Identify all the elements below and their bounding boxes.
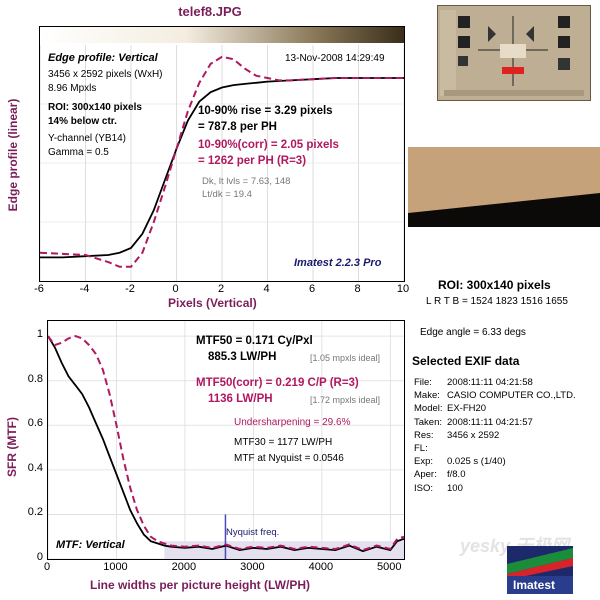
roi-position: 14% below ctr. <box>48 116 117 127</box>
exif-title: Selected EXIF data <box>412 354 520 368</box>
exif-value: CASIO COMPUTER CO.,LTD. <box>447 390 576 402</box>
exif-label: Res: <box>414 429 434 441</box>
edge-y-axis-label: Edge profile (linear) <box>6 98 20 212</box>
exif-value: 2008:11:11 04:21:58 <box>447 377 533 388</box>
gamma-info: Gamma = 0.5 <box>48 147 109 158</box>
edge-x-tick-label: -6 <box>34 283 44 295</box>
exif-label: FL: <box>414 443 428 454</box>
edge-x-tick-label: 6 <box>308 283 316 295</box>
channel-info: Y-channel (YB14) <box>48 133 127 144</box>
edge-profile-panel: Edge profile: Vertical 13-Nov-2008 14:29… <box>39 26 405 282</box>
mtf-x-axis-label: Line widths per picture height (LW/PH) <box>90 578 311 592</box>
exif-value: EX-FH20 <box>447 403 487 415</box>
rise-corr-per-ph: = 1262 per PH (R=3) <box>198 155 307 167</box>
mtf-y-tick-label: 0 <box>36 551 43 563</box>
mtf-y-tick-label: 1 <box>36 328 43 341</box>
rise-per-ph: = 787.8 per PH <box>198 121 277 133</box>
mtf-at-nyquist: MTF at Nyquist = 0.0546 <box>234 453 344 464</box>
exif-label: ISO: <box>414 482 434 494</box>
edge-x-tick-label: 10 <box>396 283 410 295</box>
dark-light-levels: Dk, lt lvls = 7.63, 148 <box>202 176 291 187</box>
edge-x-tick-label: -4 <box>79 283 90 295</box>
exif-value: 3456 x 2592 <box>447 429 500 441</box>
mtf-y-tick-label: 0.4 <box>27 461 43 474</box>
mtf-chart <box>48 321 404 559</box>
edge-angle: Edge angle = 6.33 degs <box>420 327 526 338</box>
mtf-x-tick-label: 0 <box>43 561 51 573</box>
mtf50-ideal: [1.05 mpxls ideal] <box>310 353 381 363</box>
mtf50-corr-lwph: 1136 LW/PH <box>208 393 273 405</box>
mtf-panel: MTF50 = 0.171 Cy/Pxl 885.3 LW/PH [1.05 m… <box>47 320 405 560</box>
mtf-x-tick-label: 4000 <box>308 561 334 573</box>
mtf50-lwph: 885.3 LW/PH <box>208 351 277 363</box>
edge-profile-chart <box>40 45 404 281</box>
edge-panel-heading: Edge profile: Vertical <box>48 52 158 64</box>
image-title: telef8.JPG <box>178 4 242 19</box>
exif-value: 2008:11:11 04:21:57 <box>447 416 533 428</box>
light-dark-ratio: Lt/dk = 19.4 <box>202 189 252 200</box>
mtf-y-tick-label: 0.2 <box>27 506 43 519</box>
edge-x-tick-label: 8 <box>354 283 361 295</box>
exif-label: Model: <box>414 403 443 415</box>
edge-x-tick-label: 4 <box>263 283 270 295</box>
mtf-y-tick-label: 0.8 <box>27 372 43 385</box>
mtf-y-axis-label: SFR (MTF) <box>5 417 19 477</box>
edge-x-axis-label: Pixels (Vertical) <box>168 296 257 310</box>
mtf30-value: MTF30 = 1177 LW/PH <box>234 437 333 448</box>
imatest-version: Imatest 2.2.3 Pro <box>294 257 382 269</box>
rise-corr-result: 10-90%(corr) = 2.05 pixels <box>198 139 339 151</box>
exif-label: Taken: <box>414 416 442 428</box>
mtf-corrected-line <box>48 335 404 552</box>
imatest-logo: Imatest <box>507 546 573 594</box>
exif-label: Exp: <box>414 456 434 468</box>
mtf50-corr-ideal: [1.72 mpxls ideal] <box>310 395 381 405</box>
pixel-dims: 3456 x 2592 pixels (WxH) <box>48 69 163 80</box>
edge-corrected-line <box>40 55 404 268</box>
rise-result: 10-90% rise = 3.29 pixels <box>198 105 333 117</box>
edge-x-tick-label: 2 <box>217 283 225 295</box>
roi-thumbnail <box>408 147 600 227</box>
edge-x-tick-label: -2 <box>125 283 135 295</box>
mtf-caption: MTF: Vertical <box>56 539 125 551</box>
mtf-x-tick-label: 1000 <box>103 561 128 573</box>
edge-x-tick-label: 0 <box>172 283 179 295</box>
roi-title: ROI: 300x140 pixels <box>438 278 551 292</box>
exif-label: Make: <box>414 390 440 402</box>
edge-header-band <box>40 27 404 43</box>
edge-panel-date: 13-Nov-2008 14:29:49 <box>285 53 385 64</box>
roi-coords: L R T B = 1524 1823 1516 1655 <box>426 296 568 307</box>
mtf-y-tick-label: 0.6 <box>27 417 43 430</box>
test-chart-image <box>438 6 590 100</box>
megapixels: 8.96 Mpxls <box>48 83 97 94</box>
exif-label: File: <box>414 377 432 388</box>
logo-text: Imatest <box>513 578 556 592</box>
mtf-x-tick-label: 5000 <box>377 561 402 573</box>
mtf-x-tick-label: 3000 <box>240 561 265 573</box>
mtf50-value: MTF50 = 0.171 Cy/Pxl <box>196 335 313 347</box>
roi-size: ROI: 300x140 pixels <box>48 102 142 113</box>
mtf50-corr-value: MTF50(corr) = 0.219 C/P (R=3) <box>196 377 359 389</box>
exif-value: 100 <box>447 482 463 494</box>
exif-value: f/8.0 <box>447 469 466 481</box>
undersharpening: Undersharpening = 29.6% <box>234 417 351 428</box>
mtf-measured-line <box>48 335 404 553</box>
exif-value: 0.025 s (1/40) <box>447 456 506 468</box>
chart-thumbnail <box>437 5 591 101</box>
roi-image <box>408 147 600 227</box>
exif-label: Aper: <box>414 469 437 481</box>
nyquist-label: Nyquist freq. <box>226 527 280 538</box>
mtf-x-tick-label: 2000 <box>171 561 197 573</box>
